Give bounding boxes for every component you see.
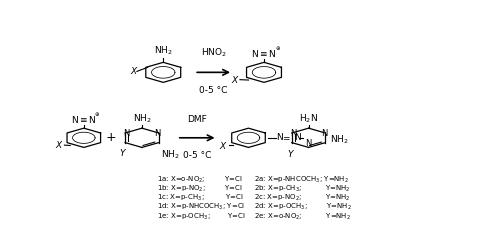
Text: 1b: X=p-NO$_2$;         Y=Cl: 1b: X=p-NO$_2$; Y=Cl: [158, 184, 244, 194]
Text: X: X: [219, 142, 225, 151]
Text: Y: Y: [119, 149, 124, 158]
Text: NH$_2$: NH$_2$: [154, 45, 172, 57]
Text: H$_2$N: H$_2$N: [299, 112, 318, 125]
Text: NH$_2$: NH$_2$: [132, 112, 151, 125]
Text: 0-5 °C: 0-5 °C: [200, 86, 228, 95]
Text: N: N: [123, 129, 130, 138]
Text: $=$: $=$: [282, 133, 292, 142]
Text: N$\equiv$N: N$\equiv$N: [251, 48, 277, 59]
Text: Y: Y: [287, 150, 292, 159]
Text: N: N: [154, 129, 160, 138]
Text: HNO$_2$: HNO$_2$: [200, 46, 226, 59]
Text: 1d: X=p-NHCOCH$_3$; Y=Cl: 1d: X=p-NHCOCH$_3$; Y=Cl: [158, 202, 246, 212]
Text: 2a: X=p-NHCOCH$_3$; Y=NH$_2$: 2a: X=p-NHCOCH$_3$; Y=NH$_2$: [254, 174, 349, 184]
Text: DMF: DMF: [188, 115, 207, 124]
Text: X: X: [232, 76, 237, 85]
Text: N: N: [321, 129, 327, 138]
Text: N: N: [294, 133, 301, 142]
Text: NH$_2$: NH$_2$: [330, 134, 348, 146]
Text: NH$_2$: NH$_2$: [160, 148, 179, 161]
Text: N: N: [290, 129, 296, 138]
Text: 2d: X=p-OCH$_3$;         Y=NH$_2$: 2d: X=p-OCH$_3$; Y=NH$_2$: [254, 202, 352, 212]
Text: X: X: [131, 67, 137, 76]
Text: 2e: X=o-NO$_2$;           Y=NH$_2$: 2e: X=o-NO$_2$; Y=NH$_2$: [254, 211, 351, 222]
Text: N: N: [276, 133, 283, 142]
Text: N$\equiv$N: N$\equiv$N: [71, 114, 96, 125]
Text: 1c: X=p-CH$_3$;          Y=Cl: 1c: X=p-CH$_3$; Y=Cl: [158, 193, 244, 203]
Text: $^{\oplus}$: $^{\oplus}$: [94, 112, 100, 120]
Text: +: +: [106, 131, 116, 144]
Text: 1a: X=o-NO$_2$;         Y=Cl: 1a: X=o-NO$_2$; Y=Cl: [158, 174, 243, 184]
Text: 1e: X=p-OCH$_3$;        Y=Cl: 1e: X=p-OCH$_3$; Y=Cl: [158, 211, 246, 222]
Text: N: N: [306, 139, 312, 148]
Text: X: X: [55, 142, 62, 150]
Text: 2c: X=p-NO$_2$;           Y=NH$_2$: 2c: X=p-NO$_2$; Y=NH$_2$: [254, 193, 351, 203]
Text: 0-5 °C: 0-5 °C: [183, 151, 212, 160]
Text: 2b: X=p-CH$_3$;           Y=NH$_2$: 2b: X=p-CH$_3$; Y=NH$_2$: [254, 184, 351, 194]
Text: $^{\oplus}$: $^{\oplus}$: [275, 45, 281, 54]
